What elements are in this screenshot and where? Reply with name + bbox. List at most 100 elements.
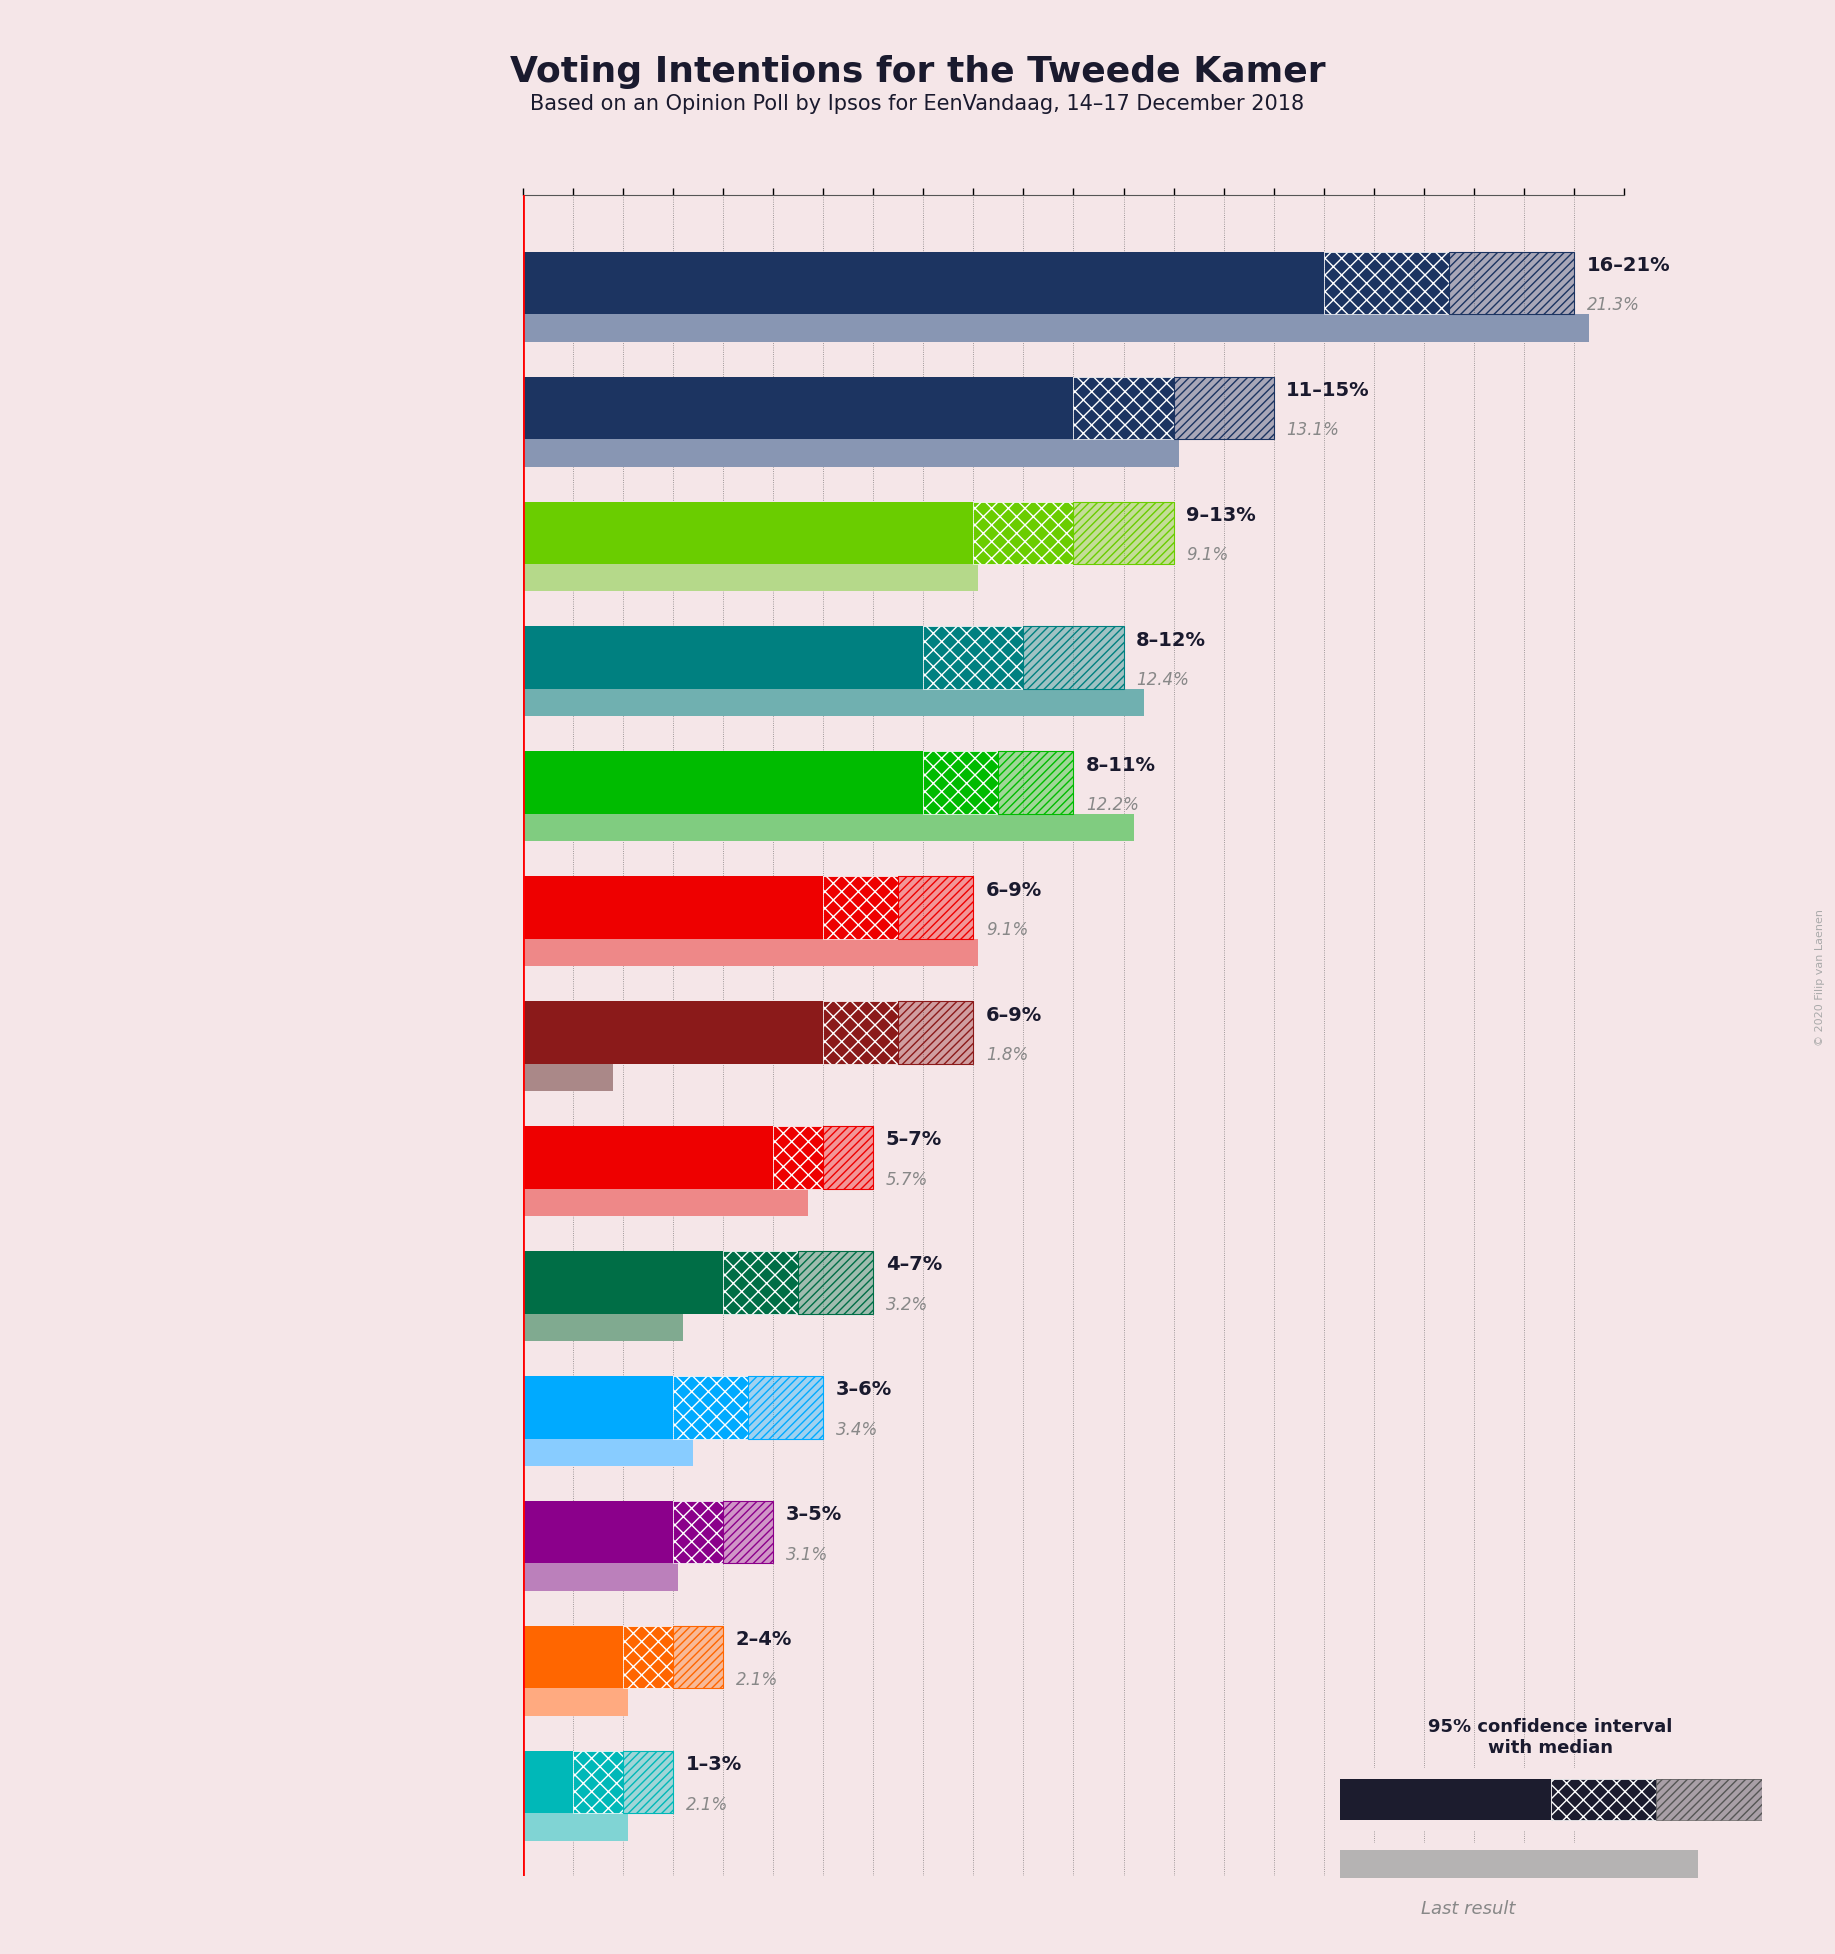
Text: 3.1%: 3.1% xyxy=(785,1546,828,1563)
Bar xyxy=(673,1626,723,1688)
Text: 2.1%: 2.1% xyxy=(686,1796,728,1813)
Text: 3–5%: 3–5% xyxy=(785,1505,842,1524)
Text: 3.2%: 3.2% xyxy=(886,1296,929,1313)
Bar xyxy=(1551,1780,1657,1819)
Bar xyxy=(1655,1780,1762,1819)
Bar xyxy=(523,1563,679,1591)
Bar xyxy=(523,565,978,592)
Text: 11–15%: 11–15% xyxy=(1286,381,1369,401)
Text: 8–12%: 8–12% xyxy=(1136,631,1206,649)
Bar xyxy=(624,1626,673,1688)
Bar xyxy=(673,1501,723,1563)
Text: 1.8%: 1.8% xyxy=(985,1045,1028,1065)
Bar xyxy=(973,502,1073,565)
Bar xyxy=(923,752,998,815)
Bar xyxy=(523,752,923,815)
Text: 5.7%: 5.7% xyxy=(886,1170,929,1188)
Bar xyxy=(523,815,1134,842)
Bar xyxy=(523,1688,628,1716)
Bar xyxy=(523,377,1073,440)
Bar xyxy=(1450,252,1574,315)
Bar xyxy=(673,1376,749,1438)
Bar xyxy=(1340,1850,1697,1878)
Bar xyxy=(523,502,973,565)
Bar xyxy=(923,627,1024,690)
Bar xyxy=(723,1501,773,1563)
Bar xyxy=(723,1501,773,1563)
Bar xyxy=(749,1376,824,1438)
Bar xyxy=(899,875,973,938)
Bar xyxy=(523,1813,628,1841)
Text: 13.1%: 13.1% xyxy=(1286,422,1340,440)
Bar xyxy=(523,1438,694,1466)
Bar xyxy=(523,875,824,938)
Bar xyxy=(798,1251,873,1313)
Bar xyxy=(749,1376,824,1438)
Text: 9.1%: 9.1% xyxy=(1185,547,1228,565)
Bar xyxy=(573,1751,624,1813)
Text: 4–7%: 4–7% xyxy=(886,1254,941,1274)
Bar xyxy=(773,1126,824,1188)
Bar xyxy=(523,440,1178,467)
Bar xyxy=(673,1626,723,1688)
Bar xyxy=(1340,1780,1551,1819)
Bar xyxy=(523,1188,807,1215)
Bar xyxy=(1073,502,1174,565)
Bar xyxy=(523,315,1589,342)
Bar xyxy=(899,875,973,938)
Text: Last result: Last result xyxy=(1420,1899,1516,1919)
Bar xyxy=(824,1000,899,1063)
Text: 2–4%: 2–4% xyxy=(736,1630,793,1649)
Bar xyxy=(523,1126,773,1188)
Text: 5–7%: 5–7% xyxy=(886,1131,941,1149)
Bar xyxy=(1450,252,1574,315)
Text: 9–13%: 9–13% xyxy=(1185,506,1255,526)
Bar xyxy=(523,627,923,690)
Bar xyxy=(998,752,1073,815)
Bar xyxy=(624,1751,673,1813)
Bar xyxy=(1024,627,1123,690)
Text: © 2020 Filip van Laenen: © 2020 Filip van Laenen xyxy=(1815,909,1826,1045)
Bar xyxy=(523,252,1323,315)
Text: 2.1%: 2.1% xyxy=(736,1671,778,1688)
Bar xyxy=(1174,377,1273,440)
Bar xyxy=(624,1751,673,1813)
Bar xyxy=(523,690,1143,717)
Bar xyxy=(523,938,978,967)
Bar xyxy=(523,1501,673,1563)
Text: 21.3%: 21.3% xyxy=(1587,297,1639,315)
Text: 3.4%: 3.4% xyxy=(835,1421,877,1438)
Bar xyxy=(899,1000,973,1063)
Bar xyxy=(523,1751,573,1813)
Text: 3–6%: 3–6% xyxy=(835,1380,892,1399)
Text: Voting Intentions for the Tweede Kamer: Voting Intentions for the Tweede Kamer xyxy=(510,55,1325,88)
Text: 16–21%: 16–21% xyxy=(1587,256,1670,276)
Text: 12.2%: 12.2% xyxy=(1086,795,1140,815)
Bar xyxy=(1323,252,1450,315)
Text: 6–9%: 6–9% xyxy=(985,1006,1042,1024)
Bar xyxy=(1174,377,1273,440)
Bar xyxy=(523,1376,673,1438)
Bar xyxy=(798,1251,873,1313)
Bar xyxy=(523,1000,824,1063)
Text: 12.4%: 12.4% xyxy=(1136,670,1189,690)
Bar xyxy=(523,1251,723,1313)
Bar xyxy=(523,1626,624,1688)
Bar xyxy=(824,1126,873,1188)
Bar xyxy=(1073,502,1174,565)
Bar xyxy=(1073,377,1174,440)
Bar xyxy=(1655,1780,1762,1819)
Text: 1–3%: 1–3% xyxy=(686,1755,741,1774)
Bar xyxy=(1024,627,1123,690)
Text: 95% confidence interval
with median: 95% confidence interval with median xyxy=(1428,1718,1674,1757)
Text: 9.1%: 9.1% xyxy=(985,920,1028,940)
Bar xyxy=(824,875,899,938)
Text: 8–11%: 8–11% xyxy=(1086,756,1156,774)
Bar xyxy=(824,1126,873,1188)
Text: 6–9%: 6–9% xyxy=(985,881,1042,899)
Bar xyxy=(723,1251,798,1313)
Bar xyxy=(899,1000,973,1063)
Bar xyxy=(998,752,1073,815)
Bar xyxy=(523,1313,683,1340)
Text: Based on an Opinion Poll by Ipsos for EenVandaag, 14–17 December 2018: Based on an Opinion Poll by Ipsos for Ee… xyxy=(530,94,1305,113)
